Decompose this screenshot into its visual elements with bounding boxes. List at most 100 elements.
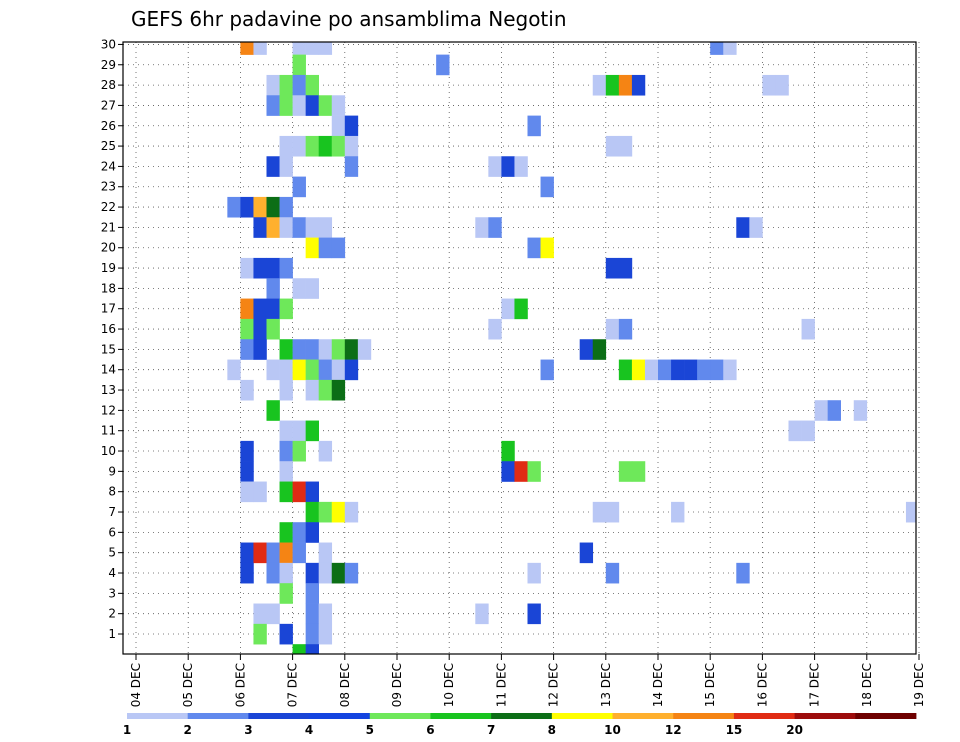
precip-cell	[266, 217, 280, 238]
y-tick-label: 9	[108, 464, 116, 478]
precip-cell	[344, 115, 359, 137]
precip-cell	[266, 359, 280, 381]
precip-cell	[853, 400, 868, 421]
precip-cell	[279, 135, 293, 157]
chart-title: GEFS 6hr padavine po ansamblima Negotin	[131, 7, 567, 31]
precip-cell	[279, 522, 293, 543]
precip-cell	[305, 481, 319, 503]
y-tick-label: 23	[101, 180, 116, 194]
precip-cell	[592, 501, 607, 523]
legend-label: 6	[426, 723, 434, 737]
y-tick-label: 14	[101, 363, 116, 377]
precip-cell	[292, 481, 306, 503]
y-tick-label: 4	[108, 566, 116, 580]
y-tick-label: 19	[101, 261, 116, 275]
precip-cell	[605, 135, 620, 157]
precip-cell	[488, 217, 502, 238]
precip-cell	[292, 644, 306, 655]
precip-cell	[253, 257, 267, 279]
precip-cell	[240, 339, 254, 360]
precip-cell	[684, 359, 698, 381]
precip-cell	[592, 74, 607, 96]
precip-cell	[292, 176, 306, 198]
precip-cell	[827, 400, 841, 421]
legend-swatch	[551, 713, 613, 719]
precip-cell	[605, 74, 620, 96]
precip-cell	[331, 95, 346, 116]
x-tick-label: 08 DEC	[338, 663, 352, 707]
precip-cell	[279, 217, 293, 238]
precip-cell	[279, 440, 293, 462]
precip-cell	[279, 298, 293, 320]
x-tick-label: 13 DEC	[599, 663, 613, 707]
y-tick-label: 2	[108, 607, 116, 621]
legend-label: 5	[366, 723, 374, 737]
precip-cell	[253, 217, 267, 238]
y-tick-label: 1	[108, 627, 116, 641]
legend-swatch	[612, 713, 674, 719]
precip-cell	[292, 74, 306, 96]
precip-cell	[305, 603, 319, 625]
precip-cell	[814, 400, 828, 421]
y-tick-label: 30	[101, 37, 116, 51]
precip-cell	[318, 217, 333, 238]
precip-cell	[266, 257, 280, 279]
precip-cell	[279, 379, 293, 401]
precip-cell	[631, 461, 646, 482]
precip-cell	[253, 481, 267, 503]
x-tick-label: 05 DEC	[181, 663, 195, 707]
precip-cell	[331, 237, 346, 259]
y-tick-label: 17	[101, 302, 116, 316]
legend-swatch	[187, 713, 249, 719]
precip-cell	[253, 298, 267, 320]
precip-cell	[618, 135, 633, 157]
legend-label: 8	[548, 723, 556, 737]
precip-cell	[305, 278, 319, 299]
precip-cell	[305, 623, 319, 645]
precip-cell	[279, 420, 293, 442]
precip-cell	[279, 461, 293, 482]
legend-swatch	[127, 713, 189, 719]
precip-cell	[240, 481, 254, 503]
precip-cell	[253, 542, 267, 564]
precip-cell	[292, 522, 306, 543]
precip-cell	[631, 74, 646, 96]
precip-cell	[318, 359, 333, 381]
precip-cell	[279, 359, 293, 381]
legend-swatch	[673, 713, 735, 719]
y-tick-label: 7	[108, 505, 116, 519]
precip-cell	[631, 359, 646, 381]
y-tick-label: 28	[101, 78, 116, 92]
precip-cell	[305, 359, 319, 381]
precip-cell	[527, 562, 541, 584]
legend-swatch	[794, 713, 856, 719]
precip-cell	[331, 115, 346, 137]
precip-cell	[292, 440, 306, 462]
y-tick-label: 5	[108, 546, 116, 560]
precip-cell	[266, 562, 280, 584]
legend-swatch	[855, 713, 917, 719]
precip-cell	[318, 95, 333, 116]
y-tick-label: 12	[101, 403, 116, 417]
legend-label: 10	[604, 723, 621, 737]
precip-cell	[318, 440, 333, 462]
precip-cell	[279, 339, 293, 360]
precip-cell	[788, 420, 802, 442]
precip-cell	[240, 42, 254, 55]
precip-cell	[305, 583, 319, 604]
precip-cell	[540, 176, 554, 198]
precip-cell	[305, 522, 319, 543]
precip-cell	[605, 257, 620, 279]
precip-cell	[240, 298, 254, 320]
precip-cell	[253, 339, 267, 360]
precip-cell	[501, 298, 515, 320]
precip-cell	[697, 359, 711, 381]
x-tick-label: 19 DEC	[912, 663, 926, 707]
x-tick-label: 04 DEC	[129, 663, 143, 707]
precip-cell	[658, 359, 672, 381]
precip-cell	[318, 542, 333, 564]
precip-cell	[253, 196, 267, 218]
precip-cell	[292, 278, 306, 299]
precip-cell	[618, 359, 633, 381]
